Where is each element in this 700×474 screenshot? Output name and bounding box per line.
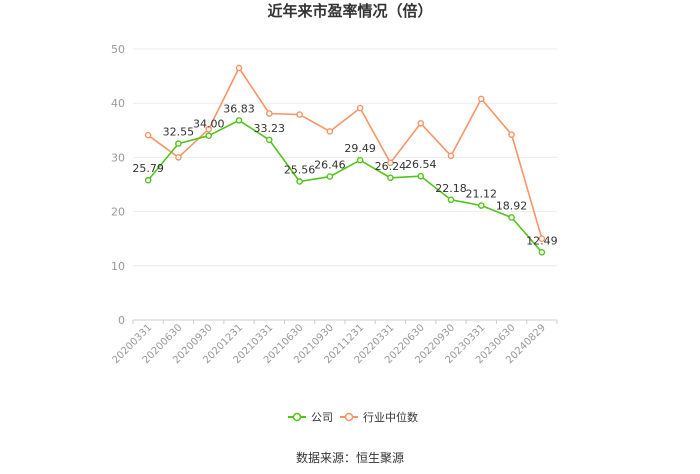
data-point-industry-median (387, 159, 394, 167)
data-point-industry-median (447, 152, 455, 160)
data-point-industry-median (477, 95, 485, 103)
legend-item-company: 公司 (288, 411, 333, 424)
data-label: 26.24 (375, 160, 407, 173)
legend-item-industry-median: 行业中位数 (340, 410, 418, 424)
data-point-company (265, 136, 273, 144)
data-label: 18.92 (496, 199, 528, 212)
data-point-industry-median (265, 110, 273, 117)
y-tick-label: 20 (111, 206, 125, 219)
data-point-company (296, 178, 303, 185)
data-point-industry-median (205, 125, 213, 133)
legend-marker (344, 412, 354, 422)
data-point-company (144, 176, 152, 184)
y-tick-label: 50 (111, 43, 125, 56)
series-line-company (147, 119, 543, 253)
axes: 0102030405020200331202006302020093020201… (110, 43, 558, 366)
legend-marker (292, 412, 302, 422)
series-layer (144, 64, 546, 256)
data-point-industry-median (235, 64, 243, 72)
data-label: 26.54 (405, 158, 437, 171)
data-point-company (356, 156, 364, 164)
data-point-industry-median (326, 128, 334, 135)
data-label: 32.55 (163, 126, 195, 139)
data-point-industry-median (538, 235, 546, 242)
data-label: 21.12 (466, 188, 498, 201)
series-line-industry-median (147, 67, 543, 239)
data-label: 34.00 (193, 118, 225, 131)
data-point-company (326, 173, 334, 180)
data-label: 36.83 (223, 102, 255, 115)
legend: 公司 行业中位数 (288, 410, 418, 424)
data-label: 26.46 (314, 159, 346, 172)
data-label: 22.18 (435, 182, 467, 195)
data-point-industry-median (417, 119, 425, 127)
source-note: 数据来源：恒生聚源 (296, 450, 404, 465)
data-point-company (508, 214, 515, 221)
data-point-company (447, 196, 455, 204)
data-point-company (477, 202, 485, 209)
data-point-company (417, 172, 425, 180)
data-point-company (205, 132, 213, 140)
data-point-industry-median (508, 131, 515, 138)
data-point-industry-median (144, 131, 152, 139)
data-point-industry-median (296, 111, 303, 118)
legend-label: 公司 (311, 411, 333, 424)
data-point-industry-median (175, 154, 182, 161)
chart-title: 近年来市盈率情况（倍） (267, 2, 432, 20)
data-label: 25.79 (132, 162, 164, 175)
data-point-company (387, 174, 394, 182)
legend-label: 行业中位数 (363, 410, 418, 424)
data-point-company (538, 249, 546, 256)
data-label: 12.49 (526, 234, 558, 247)
data-point-company (235, 117, 243, 124)
y-tick-label: 0 (118, 314, 125, 327)
data-point-industry-median (356, 104, 364, 112)
data-label: 29.49 (344, 142, 376, 155)
data-label: 25.56 (284, 163, 316, 176)
y-tick-label: 30 (111, 151, 125, 164)
y-tick-label: 10 (111, 260, 125, 273)
grid (133, 48, 557, 267)
y-tick-label: 40 (111, 97, 125, 110)
data-point-company (175, 140, 182, 147)
data-label: 33.23 (254, 122, 286, 135)
